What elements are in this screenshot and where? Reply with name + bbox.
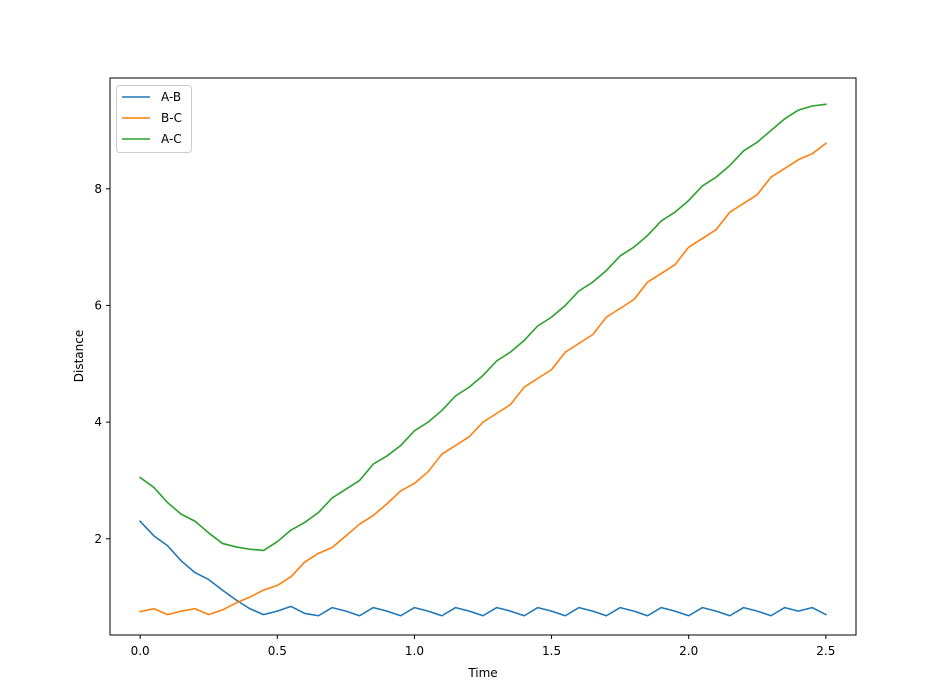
series-line-b-c: [139, 142, 827, 616]
y-tick-label: 2: [94, 532, 102, 546]
y-tick-label: 8: [94, 182, 102, 196]
series-line-a-c: [139, 103, 827, 552]
x-tick-label: 1.5: [542, 644, 561, 658]
y-axis: 2 4 6 8: [94, 182, 110, 546]
legend-label-b-c: B-C: [161, 111, 182, 125]
legend: A-B B-C A-C: [116, 85, 192, 153]
plot-frame: [109, 77, 857, 636]
x-tick-label: 0.0: [131, 644, 150, 658]
y-tick-label: 6: [94, 298, 102, 312]
x-tick-label: 0.5: [268, 644, 287, 658]
x-tick-label: 2.0: [679, 644, 698, 658]
y-tick-label: 4: [94, 415, 102, 429]
x-axis-label: Time: [467, 666, 497, 680]
x-tick-label: 1.0: [405, 644, 424, 658]
x-axis: 0.0 0.5 1.0 1.5 2.0 2.5: [131, 635, 835, 658]
legend-box: [116, 85, 192, 153]
x-tick-label: 2.5: [816, 644, 835, 658]
series-line-a-b: [139, 520, 827, 617]
legend-label-a-c: A-C: [161, 132, 182, 146]
legend-label-a-b: A-B: [161, 90, 181, 104]
y-axis-label: Distance: [72, 330, 86, 382]
series-layer: [139, 103, 827, 617]
